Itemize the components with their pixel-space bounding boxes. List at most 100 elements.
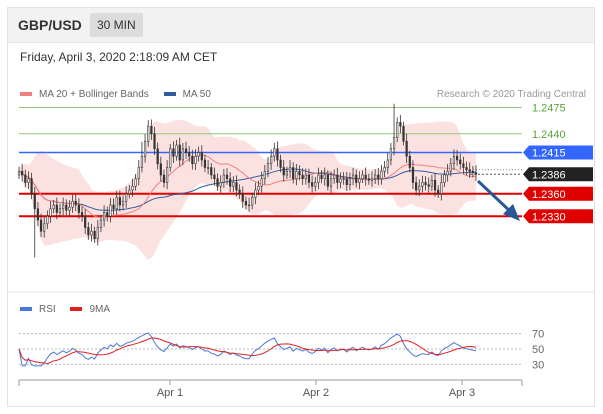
rsi-legend: RSI 9MA bbox=[20, 304, 122, 315]
candle-body bbox=[175, 144, 178, 157]
candle-body bbox=[260, 178, 263, 187]
main-legend: MA 20 + Bollinger Bands MA 50 bbox=[20, 89, 223, 100]
candle-body bbox=[235, 182, 238, 191]
research-credit: Research © 2020 Trading Central bbox=[436, 89, 586, 100]
candle-body bbox=[102, 212, 106, 221]
candle-body bbox=[370, 178, 374, 181]
candle-body bbox=[197, 152, 200, 157]
candle-body bbox=[418, 185, 421, 191]
candle-body bbox=[386, 159, 389, 168]
candle-body bbox=[345, 178, 348, 186]
level-tag-1.2415 bbox=[523, 145, 593, 160]
candle-body bbox=[292, 167, 295, 180]
candle-body bbox=[355, 174, 358, 183]
candle-body bbox=[80, 212, 84, 217]
candle-body bbox=[90, 230, 93, 236]
candle-body bbox=[74, 200, 77, 206]
candle-body bbox=[415, 182, 418, 191]
candle-body bbox=[225, 174, 229, 180]
candle-body bbox=[396, 122, 399, 138]
candle-body bbox=[437, 189, 440, 195]
candle-body bbox=[87, 227, 90, 236]
candle-body bbox=[169, 148, 172, 168]
chart-header: GBP/USD 30 MIN bbox=[8, 8, 594, 43]
candle-body bbox=[402, 125, 405, 142]
candle-body bbox=[162, 174, 166, 183]
candle-body bbox=[213, 174, 216, 180]
candle-body bbox=[150, 125, 153, 135]
candle-body bbox=[320, 174, 323, 180]
candle-body bbox=[21, 170, 24, 176]
candle-body bbox=[58, 208, 62, 213]
candle-body bbox=[125, 193, 128, 202]
legend-item-rsi: RSI bbox=[20, 304, 56, 315]
level-tag-1.2386 bbox=[523, 167, 593, 182]
rsi-tick-label-50: 50 bbox=[532, 344, 544, 356]
candle-body bbox=[188, 152, 191, 157]
candle-body bbox=[411, 167, 415, 183]
level-label-1.2440: 1.2440 bbox=[532, 129, 566, 141]
candle-body bbox=[46, 215, 49, 225]
candle-body bbox=[33, 193, 36, 210]
candle-body bbox=[276, 148, 279, 161]
candle-body bbox=[348, 178, 352, 186]
legend-swatch bbox=[20, 307, 32, 312]
candle-body bbox=[118, 197, 121, 206]
rsi-ma-line bbox=[18, 337, 477, 365]
candle-body bbox=[468, 169, 471, 172]
candle-body bbox=[295, 170, 298, 180]
candle-body bbox=[408, 155, 411, 168]
candle-body bbox=[311, 182, 314, 187]
candle-body bbox=[17, 170, 21, 176]
candle-body bbox=[317, 174, 320, 183]
level-label-1.2386: 1.2386 bbox=[532, 169, 566, 181]
candle-body bbox=[131, 185, 134, 191]
legend-item-ma50: MA 50 bbox=[163, 89, 211, 100]
candle-body bbox=[452, 155, 456, 165]
candle-body bbox=[440, 182, 443, 195]
candle-body bbox=[285, 170, 288, 176]
candle-body bbox=[159, 163, 162, 176]
candle-body bbox=[143, 140, 147, 157]
level-label-1.2415: 1.2415 bbox=[532, 148, 566, 160]
candle-body bbox=[191, 155, 194, 165]
candle-body bbox=[383, 167, 386, 172]
candle-body bbox=[421, 182, 424, 187]
candle-body bbox=[93, 230, 96, 240]
candle-body bbox=[200, 152, 203, 161]
ma50-line bbox=[18, 168, 476, 211]
candle-body bbox=[301, 174, 304, 180]
currency-pair-title: GBP/USD bbox=[18, 17, 82, 33]
candle-body bbox=[427, 184, 430, 187]
candle-body bbox=[270, 155, 273, 165]
forecast-arrow-head bbox=[503, 204, 520, 221]
candle-body bbox=[263, 170, 266, 180]
candle-body bbox=[178, 144, 181, 161]
candle-body bbox=[288, 167, 292, 172]
candle-body bbox=[222, 174, 225, 183]
candle-body bbox=[273, 148, 276, 157]
candle-body bbox=[380, 170, 383, 180]
candle-body bbox=[184, 148, 188, 153]
candle-body bbox=[364, 174, 367, 180]
candle-body bbox=[219, 182, 222, 187]
legend-item-9ma: 9MA bbox=[70, 304, 110, 315]
rsi-line bbox=[18, 332, 477, 367]
candle-body bbox=[399, 122, 402, 127]
candle-body bbox=[465, 167, 468, 171]
candle-body bbox=[134, 178, 137, 187]
candle-body bbox=[367, 178, 370, 181]
candle-body bbox=[115, 197, 118, 210]
candle-body bbox=[153, 133, 156, 150]
candle-body bbox=[323, 174, 326, 180]
candle-body bbox=[43, 223, 46, 232]
candle-body bbox=[96, 227, 99, 240]
candle-body bbox=[24, 174, 27, 183]
candle-body bbox=[474, 172, 478, 175]
candle-body bbox=[333, 174, 336, 180]
rsi-tick-label-70: 70 bbox=[532, 329, 544, 341]
timeframe-badge[interactable]: 30 MIN bbox=[90, 13, 143, 37]
candle-body bbox=[254, 189, 257, 198]
candle-body bbox=[471, 170, 474, 174]
